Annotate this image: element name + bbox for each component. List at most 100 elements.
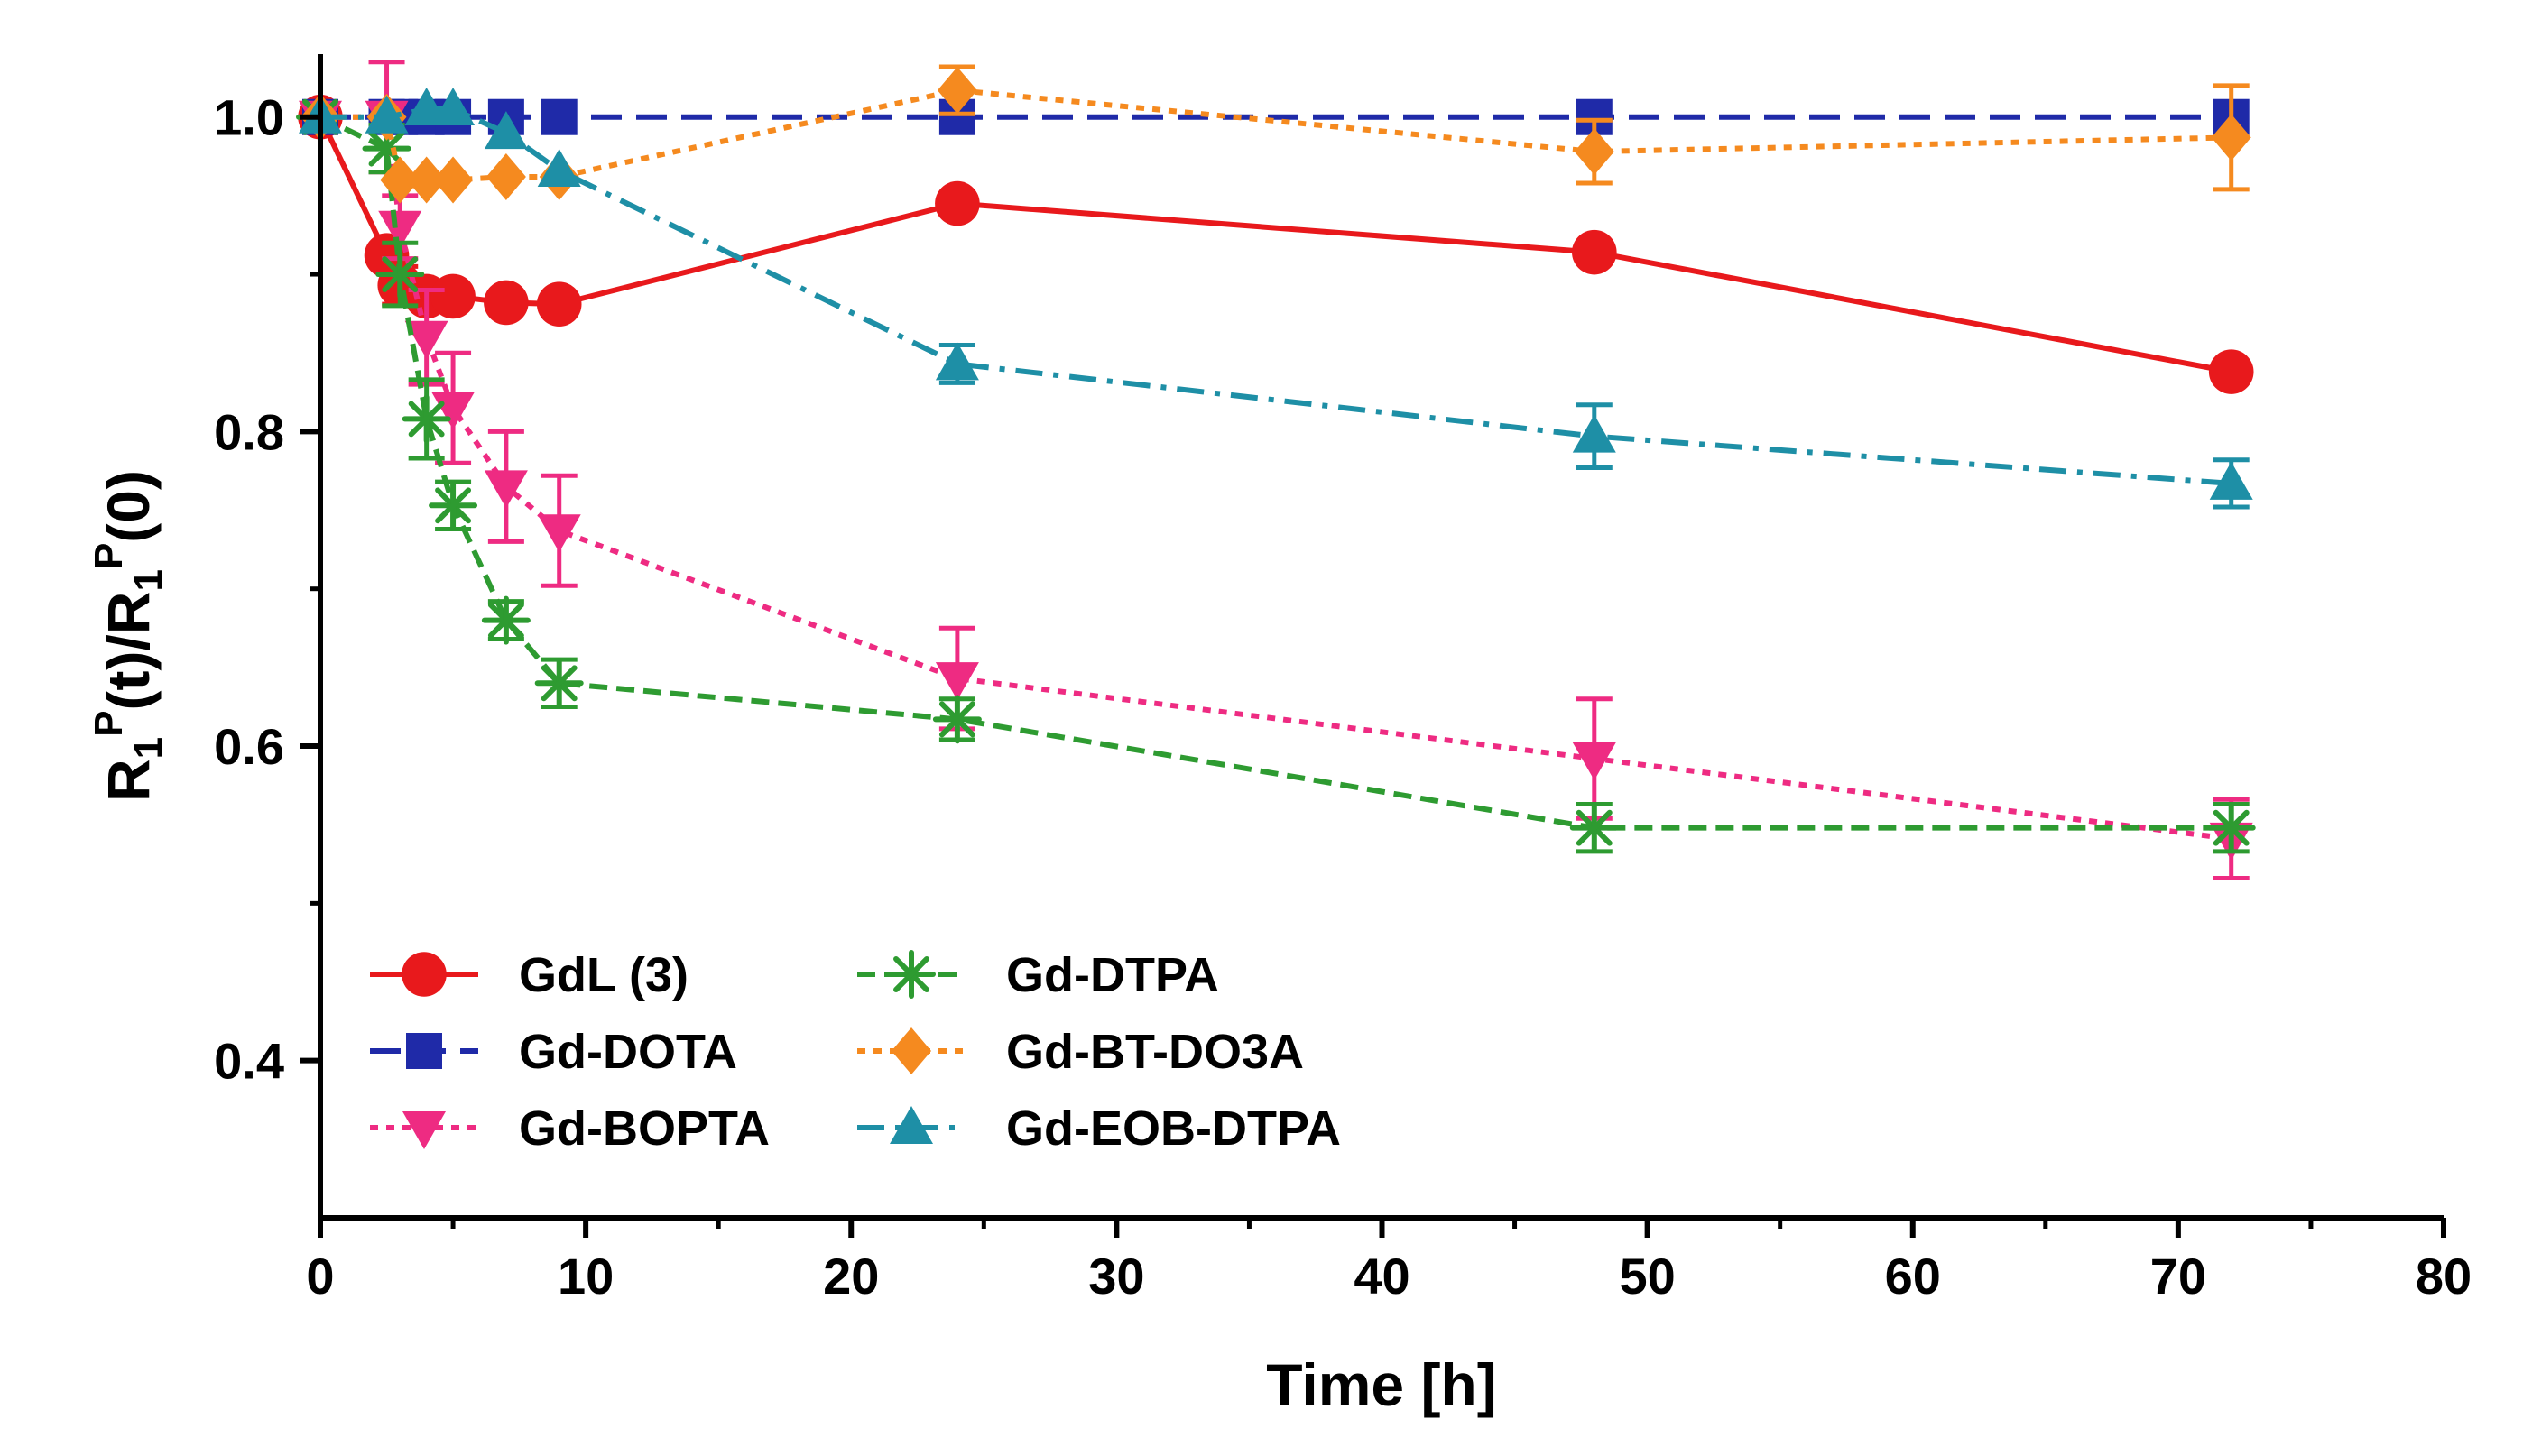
legend: GdL (3) Gd-DOTA Gd-BOPTA Gd-DTPA Gd-BT-DO3A G… bbox=[370, 948, 1341, 1156]
series-gd-bt-do3a bbox=[300, 64, 2251, 204]
series-gd-dota bbox=[302, 98, 2250, 135]
series-gdl-3- bbox=[298, 94, 2254, 394]
data-point bbox=[484, 280, 529, 326]
series-line bbox=[319, 115, 2232, 831]
legend-label: Gd-DOTA bbox=[519, 1025, 737, 1079]
data-point bbox=[2211, 114, 2251, 161]
y-title-sub2: 1 bbox=[126, 569, 171, 591]
data-point bbox=[433, 156, 474, 204]
series-line bbox=[320, 106, 2232, 486]
data-point bbox=[937, 67, 977, 115]
x-tick-label: 60 bbox=[1885, 1248, 1941, 1304]
legend-item: Gd-DOTA bbox=[370, 1025, 737, 1079]
y-tick-label: 0.4 bbox=[214, 1033, 284, 1090]
data-point bbox=[378, 210, 422, 249]
data-point bbox=[1574, 128, 1614, 176]
asterisk-stroke bbox=[408, 401, 445, 438]
y-title-end: (0) bbox=[95, 470, 162, 543]
data-point bbox=[481, 595, 531, 645]
asterisk-stroke bbox=[1576, 809, 1613, 846]
data-point bbox=[485, 152, 526, 200]
series-gd-dtpa bbox=[296, 92, 2256, 854]
y-tick-label: 1.0 bbox=[214, 89, 284, 146]
data-point bbox=[2209, 461, 2253, 500]
data-point bbox=[484, 470, 528, 509]
x-tick-label: 30 bbox=[1088, 1248, 1144, 1304]
y-axis-title: R1P(t)/R1P(0) bbox=[87, 470, 171, 802]
legend-label: Gd-BOPTA bbox=[519, 1101, 770, 1156]
y-ticks: 0.4 0.6 0.8 1.0 bbox=[214, 89, 320, 1090]
data-point bbox=[380, 156, 420, 204]
legend-marker bbox=[890, 1106, 933, 1144]
data-point bbox=[431, 88, 476, 126]
legend-item: GdL (3) bbox=[370, 948, 689, 1002]
x-tick-label: 70 bbox=[2150, 1248, 2206, 1304]
series-layer bbox=[296, 60, 2256, 880]
series-gd-eob-dtpa bbox=[299, 88, 2253, 510]
data-point bbox=[935, 180, 980, 226]
asterisk-stroke bbox=[893, 956, 929, 992]
y-title-sub1: 1 bbox=[126, 737, 171, 759]
asterisk-stroke bbox=[487, 602, 524, 639]
legend-marker bbox=[402, 1111, 446, 1149]
legend-marker bbox=[887, 950, 936, 999]
asterisk-stroke bbox=[435, 487, 472, 524]
data-point bbox=[375, 250, 425, 299]
data-point bbox=[536, 281, 582, 327]
data-point bbox=[1572, 229, 1617, 275]
data-point bbox=[935, 342, 979, 381]
data-point bbox=[534, 659, 584, 708]
y-tick-label: 0.8 bbox=[214, 403, 284, 460]
legend-item: Gd-EOB-DTPA bbox=[857, 1101, 1341, 1156]
asterisk-stroke bbox=[541, 665, 578, 702]
data-point bbox=[484, 111, 528, 150]
legend-label: Gd-BT-DO3A bbox=[1006, 1025, 1304, 1079]
asterisk-stroke bbox=[368, 130, 405, 167]
x-axis-title: Time [h] bbox=[1266, 1351, 1496, 1418]
legend-marker bbox=[892, 1027, 931, 1074]
legend-label: Gd-DTPA bbox=[1006, 948, 1219, 1002]
data-point bbox=[429, 481, 478, 530]
y-tick-label: 0.6 bbox=[214, 718, 284, 775]
x-tick-label: 0 bbox=[306, 1248, 334, 1304]
axes: 0 10 20 30 40 50 60 70 80 0.4 0.6 0.8 1.0 bbox=[214, 54, 2472, 1304]
data-point bbox=[932, 695, 982, 744]
y-title-sup2: P bbox=[87, 543, 131, 569]
x-tick-label: 20 bbox=[823, 1248, 879, 1304]
legend-item: Gd-BOPTA bbox=[370, 1101, 770, 1156]
data-point bbox=[537, 514, 581, 553]
asterisk-stroke bbox=[2213, 809, 2250, 846]
series-line bbox=[318, 115, 2232, 375]
data-point bbox=[2208, 349, 2254, 394]
x-tick-label: 50 bbox=[1619, 1248, 1675, 1304]
legend-marker bbox=[402, 952, 447, 997]
data-point bbox=[1572, 414, 1616, 453]
legend-label: GdL (3) bbox=[519, 948, 689, 1002]
legend-item: Gd-BT-DO3A bbox=[857, 1025, 1304, 1079]
legend-item: Gd-DTPA bbox=[857, 948, 1219, 1002]
data-point bbox=[406, 156, 447, 204]
data-point bbox=[430, 273, 476, 319]
asterisk-stroke bbox=[938, 701, 975, 738]
data-point bbox=[365, 95, 409, 134]
asterisk-stroke bbox=[382, 256, 419, 293]
data-point bbox=[2206, 803, 2256, 852]
data-point bbox=[404, 320, 448, 359]
y-title-r1: R bbox=[95, 759, 162, 802]
x-tick-label: 40 bbox=[1354, 1248, 1409, 1304]
data-point bbox=[537, 149, 581, 187]
legend-marker bbox=[406, 1033, 442, 1069]
data-point bbox=[541, 98, 578, 135]
x-tick-label: 80 bbox=[2416, 1248, 2472, 1304]
x-tick-label: 10 bbox=[558, 1248, 614, 1304]
y-title-sup1: P bbox=[87, 710, 131, 736]
x-ticks: 0 10 20 30 40 50 60 70 80 bbox=[306, 1218, 2472, 1304]
data-point bbox=[935, 662, 979, 701]
data-point bbox=[1569, 803, 1619, 852]
y-title-mid: (t)/R bbox=[95, 592, 162, 711]
data-point bbox=[402, 394, 451, 444]
data-point bbox=[1572, 742, 1616, 780]
series-line bbox=[320, 88, 2232, 183]
legend-label: Gd-EOB-DTPA bbox=[1006, 1101, 1341, 1156]
